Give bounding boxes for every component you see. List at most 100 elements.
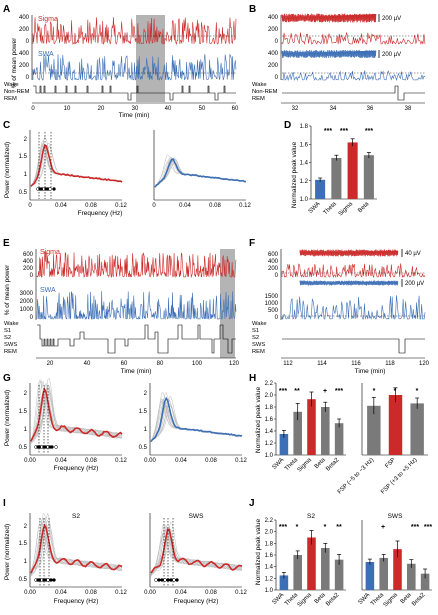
individual-spectrum (30, 380, 123, 440)
bar-fsp-5-to-3-hz- (367, 405, 381, 455)
panel-c-xtick: 0.08 (85, 203, 97, 209)
panel-i-peak-markers (34, 578, 56, 582)
peak-marker (46, 578, 50, 582)
panel-a-ytick-bot-200: 200 (19, 63, 30, 69)
panel-e-xtick: 80 (157, 361, 164, 367)
panel-f: F 600 400 200 0 1500 1000 500 0 40 µV 20… (249, 238, 430, 375)
bar-beta (321, 407, 330, 455)
significance-marker: * (394, 388, 397, 395)
ytick-label: 2.2 (265, 518, 274, 524)
panel-c-xtick: 0.12 (115, 203, 127, 209)
panel-c-xtick: 0 (28, 203, 32, 209)
peak-marker (48, 187, 52, 191)
panel-b-scale-1: 200 µV (382, 16, 401, 22)
panel-b-xtick: 34 (330, 106, 337, 112)
panel-d-ylabel: Normalized peak value (291, 142, 298, 209)
bar-sigma (393, 549, 402, 590)
panel-f-hypnogram (282, 338, 425, 354)
panel-f-ytick: 400 (268, 259, 279, 265)
bar-sigma (307, 399, 316, 455)
panel-g-xtick: 0.08 (205, 458, 217, 464)
panel-e-highlight (220, 249, 235, 358)
bar-beta2 (334, 423, 344, 455)
panel-c-xtick: 0 (152, 203, 156, 209)
ytick-label: 2.0 (265, 393, 274, 399)
ytick-label: 1.0 (265, 453, 274, 459)
panel-c-xtick: 0.12 (239, 203, 251, 209)
panel-b-stage-wake: Wake (252, 82, 267, 88)
peak-marker (50, 445, 54, 449)
significance-marker: * (324, 524, 327, 531)
panel-e-stage-rem: REM (4, 349, 17, 355)
panel-g-xtick: 0.12 (115, 458, 127, 464)
panel-e-stage-wake: Wake (4, 321, 19, 327)
panel-f-stage-rem: REM (252, 349, 265, 355)
ytick-label: 1.0 (300, 197, 309, 203)
panel-e-ylabel: % of mean power (4, 264, 11, 315)
panel-f-xlabel: Time (min) (355, 368, 386, 375)
individual-spectrum (30, 533, 122, 574)
panel-b-label: B (249, 4, 256, 15)
panel-a-xtick: 30 (132, 106, 139, 112)
panel-d-bars: SWA Theta Sigma Beta *** *** *** (308, 128, 374, 217)
panel-e-stage-sws: SWS (4, 342, 17, 348)
bar-label: Beta2 (325, 457, 341, 473)
panel-e-xtick: 20 (47, 361, 54, 367)
panel-e-xtick: 120 (229, 361, 240, 367)
panel-a-xtick: 50 (199, 106, 206, 112)
panel-c-ytick: 1 (24, 172, 28, 178)
panel-e-xtick: 100 (192, 361, 203, 367)
panel-i-xtick: 0.04 (175, 590, 187, 596)
panel-e-xlabel: Time (min) (121, 368, 152, 375)
panel-f-eeg-trace-red (299, 249, 399, 257)
panel-d: D Normalized peak value 1.81.61.41.21.0 … (284, 120, 377, 217)
panel-c-label: C (3, 120, 10, 131)
bar-theta (293, 411, 302, 455)
panel-i-sub-s2: S2 (72, 513, 80, 520)
panel-a-xtick: 20 (98, 106, 105, 112)
panel-a-xtick: 40 (165, 106, 172, 112)
panel-f-xtick: 112 (283, 361, 293, 367)
panel-e-stage-s1: S1 (4, 328, 11, 334)
bar-label: Beta (357, 201, 370, 214)
panel-f-ytick: 600 (268, 252, 279, 258)
panel-c: C Power (normalized) 2 1.5 1 0.5 0 0.04 … (3, 120, 251, 217)
panel-b-hypnogram (282, 85, 425, 101)
panel-i-ylabel: Power (normalized) (4, 524, 11, 580)
panel-e-ytick: 3000 (20, 291, 34, 297)
panel-b: B 400 200 0 400 200 0 200 µV 200 µV Wake… (249, 4, 426, 112)
panel-a-ytick-top-200: 200 (19, 27, 30, 33)
panel-j-label: J (249, 498, 255, 509)
panel-h-ylabel: Normalized peak value (255, 387, 262, 454)
panel-e-ytick: 0 (30, 315, 34, 321)
bar-swa (279, 434, 289, 455)
individual-spectrum (30, 145, 123, 187)
panel-b-ytick: 0 (275, 39, 279, 45)
panel-g-ytick: 2 (24, 391, 28, 397)
individual-spectrum (30, 150, 123, 187)
panel-i-ytick: 2 (24, 524, 28, 530)
panel-c-xtick: 0.04 (179, 203, 191, 209)
panel-f-eeg-trace-blue (299, 280, 399, 286)
panel-g-ytick: 1.5 (19, 409, 28, 415)
panel-f-swa-trace (281, 295, 426, 321)
panel-j: J Normalized peak value S2 SWS 2.2 2.0 1.8… (249, 498, 432, 608)
panel-g-ytick: 2 (144, 391, 148, 397)
panel-c-xtick: 0.04 (55, 203, 67, 209)
panel-b-ytick: 200 (268, 63, 279, 69)
panel-e-ytick: 1000 (20, 307, 34, 313)
panel-j-sub-sws: SWS (388, 513, 403, 520)
panel-e-swa-trace (36, 291, 237, 321)
panel-i-xtick: 0.00 (24, 590, 36, 596)
panel-e-sigma-label: Sigma (40, 249, 60, 256)
significance-marker: * (296, 524, 299, 531)
bar-label: SWA (272, 592, 286, 606)
panel-g-xtick: 0.00 (144, 458, 156, 464)
bar-beta2 (420, 573, 430, 590)
panel-j-sub-s2: S2 (307, 513, 315, 520)
panel-a-swa-label: SWA (38, 51, 54, 58)
bar-beta (363, 155, 374, 199)
panel-g-xtick: 0.08 (85, 458, 97, 464)
panel-i-xlabel-2: Frequency (Hz) (174, 598, 219, 605)
